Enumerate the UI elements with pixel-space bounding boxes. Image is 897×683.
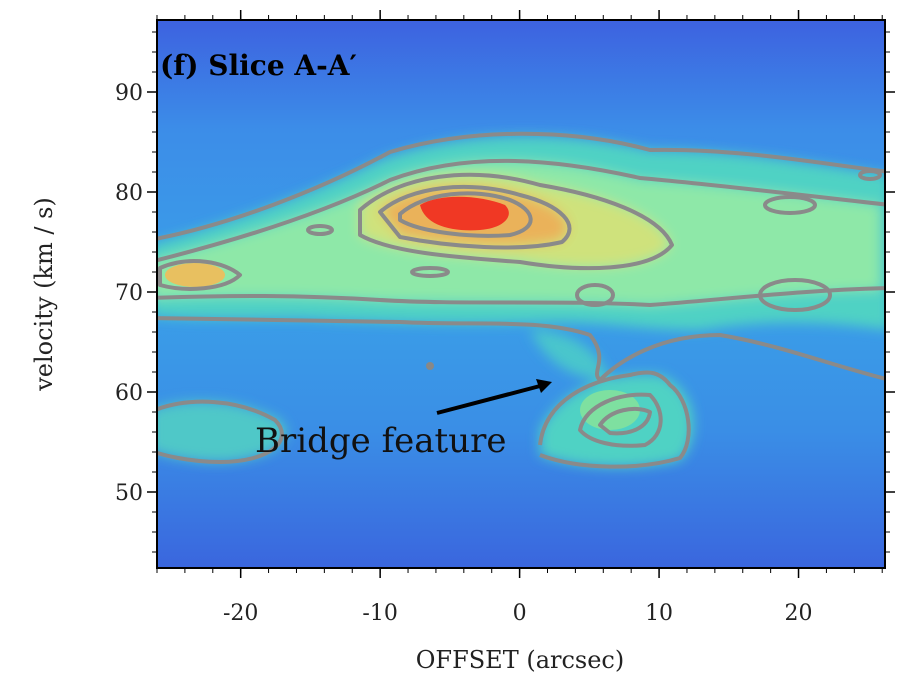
chart-title: (f) Slice A-A′ bbox=[160, 49, 357, 82]
annotation-arrow bbox=[436, 384, 541, 415]
annotation-arrowhead bbox=[536, 379, 552, 393]
x-tick-label: 10 bbox=[645, 601, 673, 626]
x-tick-label: 0 bbox=[513, 601, 527, 626]
annotation: Bridge feature bbox=[255, 421, 506, 461]
y-axis-label: velocity (km / s) bbox=[30, 197, 58, 392]
x-tick-label: -20 bbox=[223, 601, 258, 626]
x-tick-label: -10 bbox=[362, 601, 397, 626]
y-tick-label: 60 bbox=[115, 381, 143, 406]
heatmap-image bbox=[157, 20, 885, 568]
x-axis-label: OFFSET (arcsec) bbox=[416, 646, 625, 674]
y-tick-label: 80 bbox=[115, 181, 143, 206]
y-tick-label: 50 bbox=[115, 481, 143, 506]
plot-frame bbox=[156, 19, 886, 569]
y-tick-label: 90 bbox=[115, 81, 143, 106]
y-tick-label: 70 bbox=[115, 281, 143, 306]
x-tick-label: 20 bbox=[785, 601, 813, 626]
